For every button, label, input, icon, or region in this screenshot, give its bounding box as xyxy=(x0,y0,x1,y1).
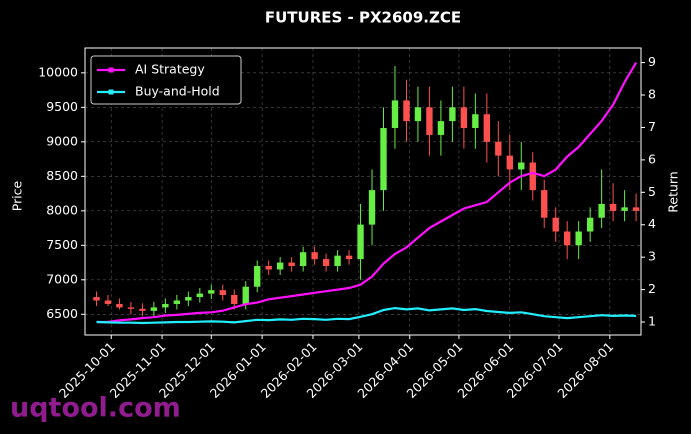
candle-body xyxy=(414,107,422,122)
candle-body xyxy=(242,286,249,304)
legend-box xyxy=(90,55,242,105)
candle-body xyxy=(483,114,491,142)
candle-body xyxy=(116,303,123,308)
candle-body xyxy=(426,107,433,135)
candle-body xyxy=(403,100,410,122)
y-tick-label: 8000 xyxy=(46,202,78,217)
candle-body xyxy=(162,303,169,308)
candle-body xyxy=(586,217,594,232)
y2-tick-label: 5 xyxy=(648,184,656,199)
candle-body xyxy=(299,252,307,267)
candle-body xyxy=(541,190,548,218)
y-tick-label: 7500 xyxy=(46,237,78,252)
y2-tick-label: 6 xyxy=(648,151,656,166)
candle-body xyxy=(391,100,399,129)
candle-body xyxy=(150,307,158,311)
y2-tick-label: 3 xyxy=(648,249,656,264)
candle-body xyxy=(322,259,330,267)
candle-body xyxy=(288,262,295,267)
candle-body xyxy=(185,297,192,301)
y2-tick-label: 7 xyxy=(648,119,656,134)
candle-body xyxy=(311,252,318,260)
candle-body xyxy=(231,294,238,304)
y-tick-label: 10000 xyxy=(38,64,78,79)
legend-label: Buy-and-Hold xyxy=(135,84,220,99)
return-line xyxy=(96,62,638,324)
candle-body xyxy=(334,255,341,267)
y-tick-label: 7000 xyxy=(46,271,78,286)
y-tick-label: 8500 xyxy=(46,168,78,183)
plot-frame xyxy=(84,47,642,336)
candle-body xyxy=(219,290,226,295)
y2-tick-label: 4 xyxy=(648,216,656,231)
watermark: uqtool.com xyxy=(10,393,181,424)
candle-body xyxy=(276,262,284,270)
y2-axis-label: Return xyxy=(666,171,681,212)
candle-body xyxy=(518,162,525,170)
candle-body xyxy=(564,231,571,246)
candle-body xyxy=(357,224,364,260)
candle-body xyxy=(437,121,445,135)
legend: AI Strategy Buy-and-Hold xyxy=(90,55,242,105)
candle-body xyxy=(472,114,479,129)
legend-marker xyxy=(108,67,114,73)
chart-title: FUTURES - PX2609.ZCE xyxy=(265,9,461,27)
y-tick-label: 6500 xyxy=(46,306,78,321)
candle-body xyxy=(265,266,272,270)
candle-body xyxy=(621,207,628,211)
candle-body xyxy=(368,190,376,225)
candle-body xyxy=(598,203,605,218)
candle-body xyxy=(495,141,502,156)
y-axis-label: Price xyxy=(10,180,25,211)
candle-body xyxy=(506,155,513,170)
candle-body xyxy=(104,300,112,304)
candle-body xyxy=(552,217,559,232)
candle-body xyxy=(632,207,640,211)
candle-body xyxy=(173,300,181,304)
candle-body xyxy=(254,266,261,287)
candle-body xyxy=(380,128,387,191)
legend-label: AI Strategy xyxy=(135,62,205,77)
y-tick-label: 9500 xyxy=(46,99,78,114)
candle-body xyxy=(208,290,215,294)
candle-body xyxy=(127,307,135,309)
y2-tick-label: 1 xyxy=(648,314,656,329)
candle-body xyxy=(93,297,100,301)
candle-body xyxy=(449,107,456,122)
y2-tick-label: 8 xyxy=(648,87,656,102)
candle-body xyxy=(139,308,146,311)
return-line xyxy=(96,306,637,325)
legend-marker xyxy=(108,89,114,95)
candle-body xyxy=(345,255,353,260)
candle-body xyxy=(575,231,582,246)
candle-body xyxy=(529,162,536,191)
candle-body xyxy=(196,293,203,298)
y2-tick-label: 2 xyxy=(648,281,656,296)
y-tick-label: 9000 xyxy=(46,133,78,148)
candle-body xyxy=(609,203,617,211)
y2-tick-label: 9 xyxy=(648,54,656,69)
candle-body xyxy=(460,107,468,129)
